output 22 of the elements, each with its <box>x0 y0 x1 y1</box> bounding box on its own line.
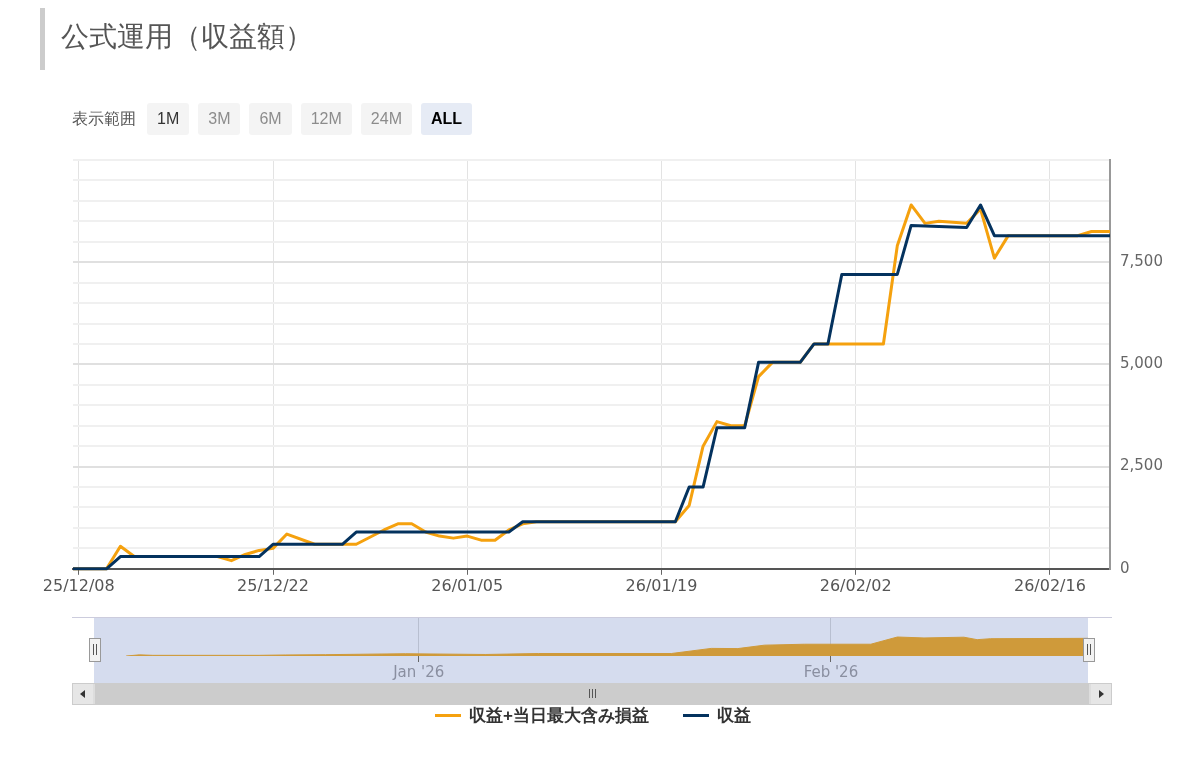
x-tick-label: Feb '26 <box>803 662 859 681</box>
x-tick-label: 26/02/16 <box>1013 575 1086 595</box>
chart-title: 公式運用（収益額） <box>40 8 313 70</box>
text: ALL <box>420 103 473 135</box>
text: 3M <box>198 103 241 135</box>
x-tick-label: 26/01/05 <box>431 575 504 595</box>
text: 12M <box>300 103 352 135</box>
x-tick-label: 25/12/22 <box>237 575 309 595</box>
text: 6M <box>249 103 292 135</box>
x-tick-label: 26/02/02 <box>819 575 892 595</box>
x-tick-label: 25/12/08 <box>42 575 115 595</box>
y-tick-label: 0 <box>1120 558 1130 577</box>
x-tick-label: Jan '26 <box>392 662 445 681</box>
legend-label: 収益+当日最大含み損益 <box>469 705 649 727</box>
x-tick-label: 26/01/19 <box>625 575 698 595</box>
text: 表示範囲 <box>72 108 136 129</box>
y-tick-label: 2,500 <box>1120 456 1163 475</box>
y-tick-label: 5,000 <box>1120 354 1163 373</box>
text: 24M <box>360 103 412 135</box>
text: 1M <box>147 103 190 135</box>
legend-label: 収益 <box>716 705 751 727</box>
y-tick-label: 7,500 <box>1120 252 1163 271</box>
